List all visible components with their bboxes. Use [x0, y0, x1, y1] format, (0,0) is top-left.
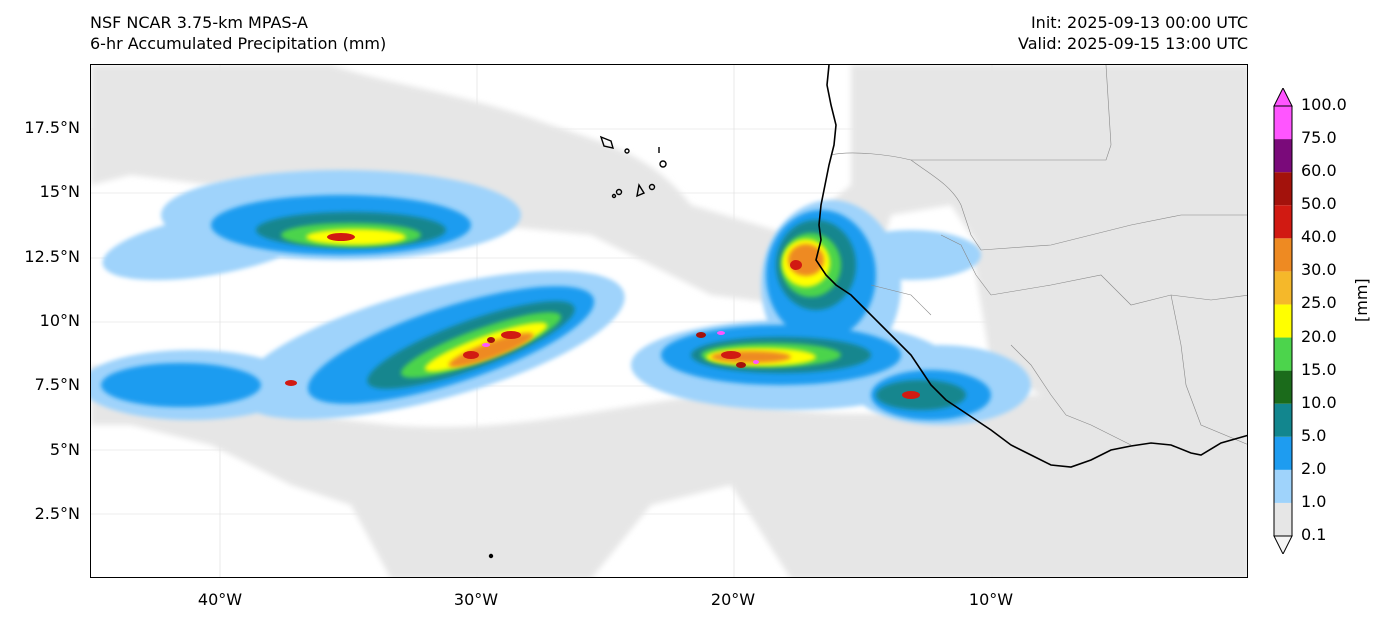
- colorbar-tick-label: 100.0: [1301, 95, 1347, 114]
- precip-extreme: [482, 331, 759, 364]
- lon-label: 10°W: [968, 590, 1014, 609]
- colorbar-swatch: [1274, 271, 1292, 305]
- map-title: NSF NCAR 3.75-km MPAS-A 6-hr Accumulated…: [90, 12, 386, 54]
- colorbar-swatch: [1274, 469, 1292, 503]
- colorbar-swatch: [1274, 304, 1292, 338]
- lat-label: 12.5°N: [24, 247, 80, 266]
- colorbar-swatch: [1274, 106, 1292, 140]
- colorbar-tick-label: 60.0: [1301, 161, 1337, 181]
- colorbar-tick-label: 25.0: [1301, 293, 1337, 313]
- colorbar-swatch: [1274, 337, 1292, 371]
- lat-label: 17.5°N: [24, 118, 80, 137]
- colorbar-tick-label: 10.0: [1301, 392, 1337, 412]
- colorbar-swatch: [1274, 502, 1292, 536]
- colorbar-swatch: [1274, 370, 1292, 404]
- colorbar-swatch: [1274, 172, 1292, 206]
- colorbar-tick-label: 20.0: [1301, 326, 1337, 346]
- model-name: NSF NCAR 3.75-km MPAS-A: [90, 13, 308, 32]
- lon-label: 20°W: [710, 590, 756, 609]
- lon-label: 40°W: [197, 590, 243, 609]
- colorbar-swatch: [1274, 403, 1292, 437]
- colorbar-swatch: [1274, 205, 1292, 239]
- map-panel: [90, 64, 1248, 578]
- colorbar-tick-label: 40.0: [1301, 227, 1337, 247]
- coastal-islands: [488, 135, 667, 559]
- precip-50mm: [285, 233, 920, 399]
- colorbar-swatches: [1274, 106, 1292, 536]
- colorbar-swatch: [1274, 436, 1292, 470]
- lon-label: 30°W: [453, 590, 499, 609]
- colorbar-tick-label: 15.0: [1301, 359, 1337, 379]
- colorbar-swatch: [1274, 139, 1292, 173]
- colorbar-tick-label: 30.0: [1301, 260, 1337, 280]
- lat-label: 7.5°N: [34, 375, 80, 394]
- colorbar-tick-label: 1.0: [1301, 491, 1327, 511]
- colorbar-tick-label: 0.1: [1301, 525, 1327, 544]
- colorbar-tick-label: 5.0: [1301, 425, 1327, 445]
- init-time: Init: 2025-09-13 00:00 UTC: [1030, 13, 1248, 32]
- colorbar-tick-label: 75.0: [1301, 128, 1337, 148]
- colorbar-tick-label: 50.0: [1301, 194, 1337, 214]
- colorbar-tick-label: 2.0: [1301, 458, 1327, 478]
- coastline: [815, 65, 1247, 468]
- map-canvas: [91, 65, 1247, 577]
- valid-time: Valid: 2025-09-15 13:00 UTC: [1017, 34, 1248, 53]
- precip-75-100mm: [487, 332, 746, 368]
- colorbar-unit: [mm]: [1352, 278, 1371, 322]
- country-borders: [830, 65, 1247, 446]
- lat-label: 5°N: [49, 440, 80, 459]
- colorbar-swatch: [1274, 238, 1292, 272]
- lat-label: 15°N: [39, 182, 80, 201]
- colorbar: [1273, 88, 1293, 554]
- field-name: 6-hr Accumulated Precipitation (mm): [90, 34, 387, 53]
- lat-label: 10°N: [39, 311, 80, 330]
- precip-trace-area: [91, 65, 1247, 577]
- lat-label: 2.5°N: [34, 504, 80, 523]
- time-info: Init: 2025-09-13 00:00 UTC Valid: 2025-0…: [1018, 12, 1248, 54]
